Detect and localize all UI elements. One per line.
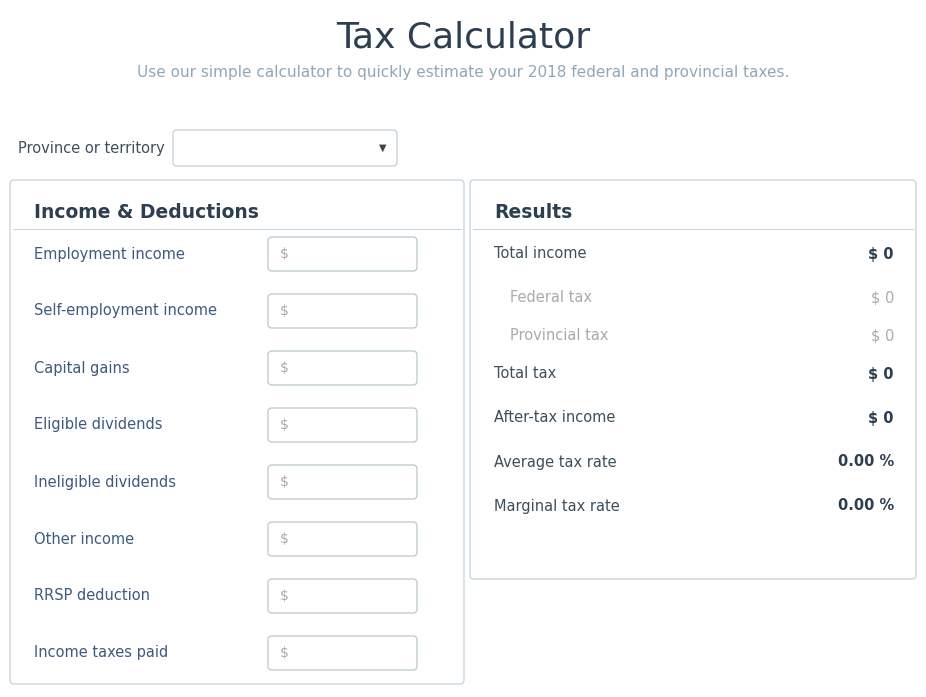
Text: $ 0: $ 0 (869, 367, 894, 381)
Text: Income & Deductions: Income & Deductions (34, 203, 259, 222)
Text: Income taxes paid: Income taxes paid (34, 645, 169, 661)
Text: Other income: Other income (34, 532, 134, 546)
Text: $: $ (280, 532, 289, 546)
Text: Ineligible dividends: Ineligible dividends (34, 475, 176, 489)
FancyBboxPatch shape (268, 465, 417, 499)
Text: Marginal tax rate: Marginal tax rate (494, 498, 619, 514)
Text: $: $ (280, 418, 289, 432)
Text: $: $ (280, 475, 289, 489)
Text: Eligible dividends: Eligible dividends (34, 418, 162, 433)
Text: Total tax: Total tax (494, 367, 557, 381)
Text: RRSP deduction: RRSP deduction (34, 588, 150, 604)
FancyBboxPatch shape (10, 180, 464, 684)
Text: Use our simple calculator to quickly estimate your 2018 federal and provincial t: Use our simple calculator to quickly est… (137, 65, 789, 79)
FancyBboxPatch shape (268, 237, 417, 271)
Text: $ 0: $ 0 (870, 291, 894, 305)
Text: 0.00 %: 0.00 % (838, 498, 894, 514)
Text: Tax Calculator: Tax Calculator (336, 21, 590, 55)
Text: Provincial tax: Provincial tax (510, 328, 608, 344)
Text: ▼: ▼ (380, 143, 387, 153)
FancyBboxPatch shape (268, 351, 417, 385)
Text: $ 0: $ 0 (870, 328, 894, 344)
FancyBboxPatch shape (268, 294, 417, 328)
Text: After-tax income: After-tax income (494, 411, 616, 425)
Text: $ 0: $ 0 (869, 247, 894, 261)
FancyBboxPatch shape (268, 579, 417, 613)
FancyBboxPatch shape (268, 636, 417, 670)
Text: $: $ (280, 646, 289, 660)
Text: 0.00 %: 0.00 % (838, 454, 894, 470)
Text: Average tax rate: Average tax rate (494, 454, 617, 470)
FancyBboxPatch shape (470, 180, 916, 579)
Text: Total income: Total income (494, 247, 586, 261)
FancyBboxPatch shape (173, 130, 397, 166)
FancyBboxPatch shape (268, 408, 417, 442)
FancyBboxPatch shape (268, 522, 417, 556)
Text: Province or territory: Province or territory (18, 141, 165, 155)
Text: Capital gains: Capital gains (34, 360, 130, 376)
Text: $ 0: $ 0 (869, 411, 894, 425)
Text: Self-employment income: Self-employment income (34, 303, 217, 319)
Text: $: $ (280, 589, 289, 603)
Text: $: $ (280, 361, 289, 375)
Text: Results: Results (494, 203, 572, 222)
Text: $: $ (280, 247, 289, 261)
Text: $: $ (280, 304, 289, 318)
Text: Federal tax: Federal tax (510, 291, 592, 305)
Text: Employment income: Employment income (34, 247, 185, 261)
